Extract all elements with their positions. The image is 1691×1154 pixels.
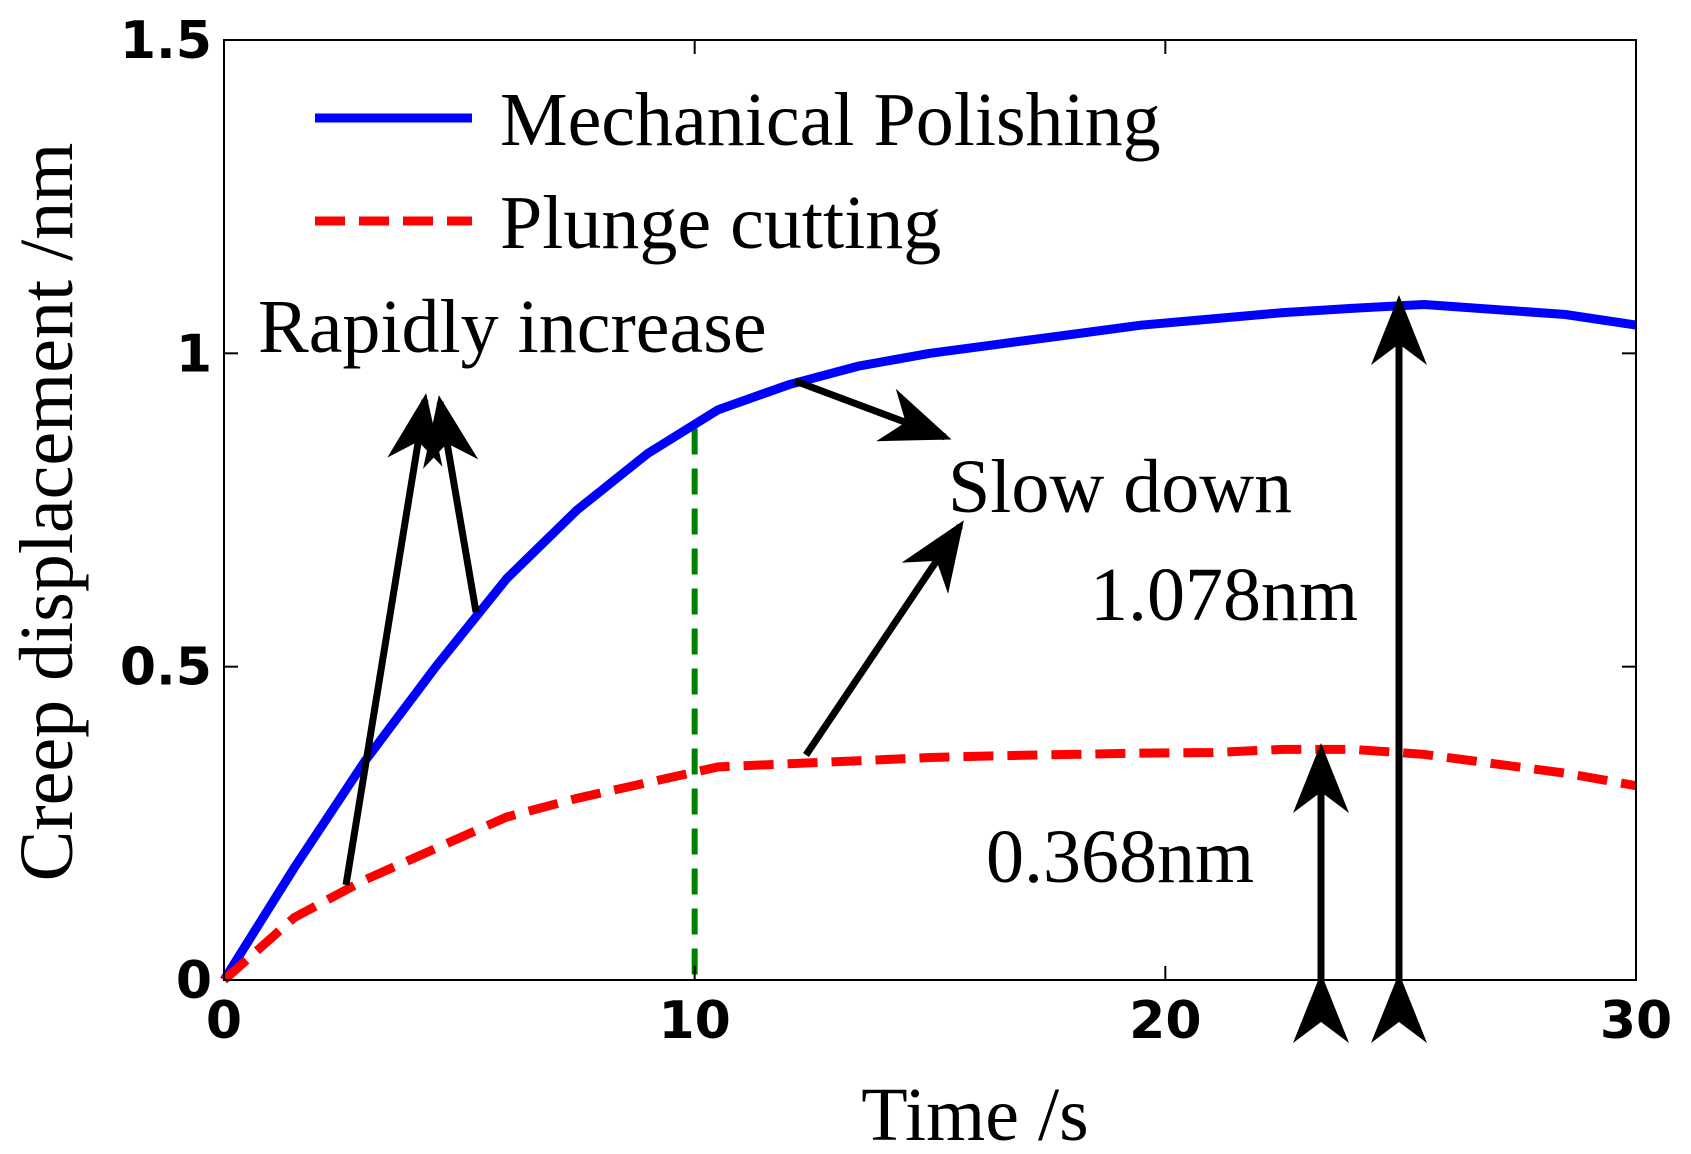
y-tick-label: 1 xyxy=(176,324,212,384)
y-tick-label: 0.5 xyxy=(120,638,212,698)
y-tick-label: 1.5 xyxy=(120,11,212,71)
annotation-0368nm: 0.368nm xyxy=(986,815,1254,899)
x-tick-label: 10 xyxy=(658,991,730,1051)
axes-frame xyxy=(223,39,1637,981)
arrow-slow-down-2 xyxy=(803,520,964,757)
annotation-rapidly-increase: Rapidly increase xyxy=(258,285,767,369)
x-axis-title: Time /s xyxy=(861,1073,1088,1154)
legend: Mechanical Polishing Plunge cutting xyxy=(315,78,1161,265)
annotation-1078nm: 1.078nm xyxy=(1090,553,1358,637)
y-axis-title: Creep displacement /nm xyxy=(5,143,89,882)
arrow-rapid-2 xyxy=(423,395,480,613)
arrow-rapid-1 xyxy=(342,393,443,886)
annotation-slow-down: Slow down xyxy=(948,445,1292,529)
x-tick-label: 30 xyxy=(1600,991,1672,1051)
series-line-plunge-cutting xyxy=(221,744,1637,984)
legend-label-plunge-cutting: Plunge cutting xyxy=(500,181,941,265)
annotation-arrows xyxy=(342,295,1427,1043)
legend-label-mechanical-polishing: Mechanical Polishing xyxy=(500,78,1161,162)
x-tick-label: 0 xyxy=(206,991,242,1051)
arrow-slow-down-1 xyxy=(793,377,952,442)
y-tick-label: 0 xyxy=(176,951,212,1011)
x-tick-label: 20 xyxy=(1129,991,1201,1051)
